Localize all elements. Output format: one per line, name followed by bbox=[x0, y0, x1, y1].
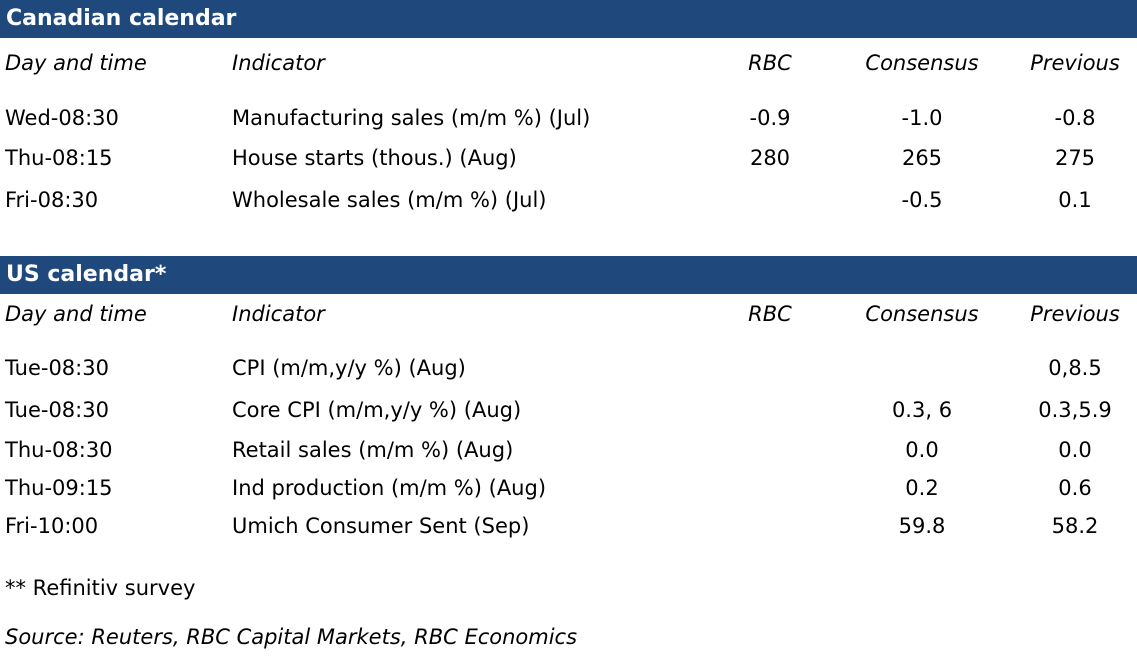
cell-indicator: CPI (m/m,y/y %) (Aug) bbox=[232, 356, 466, 380]
cell-indicator: Retail sales (m/m %) (Aug) bbox=[232, 438, 514, 462]
header-rbc: RBC bbox=[748, 51, 792, 75]
source-note: Source: Reuters, RBC Capital Markets, RB… bbox=[5, 625, 578, 649]
table-row: Fri-08:30 Wholesale sales (m/m %) (Jul) … bbox=[0, 185, 1137, 215]
cell-indicator: Wholesale sales (m/m %) (Jul) bbox=[232, 188, 547, 212]
header-day-time: Day and time bbox=[5, 302, 147, 326]
header-day-time: Day and time bbox=[5, 51, 147, 75]
cell-day-time: Thu-08:15 bbox=[5, 146, 113, 170]
canadian-header-row: Day and time Indicator RBC Consensus Pre… bbox=[0, 48, 1137, 78]
header-previous: Previous bbox=[1030, 302, 1120, 326]
cell-indicator: House starts (thous.) (Aug) bbox=[232, 146, 517, 170]
table-row: Tue-08:30 Core CPI (m/m,y/y %) (Aug) 0.3… bbox=[0, 395, 1137, 425]
cell-previous: 0.1 bbox=[1058, 188, 1092, 212]
table-row: Fri-10:00 Umich Consumer Sent (Sep) 59.8… bbox=[0, 511, 1137, 541]
header-previous: Previous bbox=[1030, 51, 1120, 75]
cell-previous: 0.0 bbox=[1058, 438, 1092, 462]
cell-consensus: 265 bbox=[901, 146, 943, 170]
cell-day-time: Thu-08:30 bbox=[5, 438, 113, 462]
cell-day-time: Fri-08:30 bbox=[5, 188, 99, 212]
footnote: ** Refinitiv survey bbox=[5, 576, 196, 600]
cell-rbc: -0.9 bbox=[749, 106, 791, 130]
cell-consensus: 0.2 bbox=[905, 476, 939, 500]
canadian-calendar-title: Canadian calendar bbox=[0, 0, 1137, 38]
cell-consensus: -1.0 bbox=[901, 106, 943, 130]
header-consensus: Consensus bbox=[865, 51, 979, 75]
cell-consensus: 59.8 bbox=[898, 514, 946, 538]
cell-indicator: Manufacturing sales (m/m %) (Jul) bbox=[232, 106, 591, 130]
cell-previous: 58.2 bbox=[1051, 514, 1099, 538]
cell-indicator: Core CPI (m/m,y/y %) (Aug) bbox=[232, 398, 522, 422]
cell-day-time: Fri-10:00 bbox=[5, 514, 99, 538]
table-row: Tue-08:30 CPI (m/m,y/y %) (Aug) 0,8.5 bbox=[0, 353, 1137, 383]
cell-day-time: Thu-09:15 bbox=[5, 476, 113, 500]
table-row: Wed-08:30 Manufacturing sales (m/m %) (J… bbox=[0, 103, 1137, 133]
cell-previous: 0.3,5.9 bbox=[1038, 398, 1112, 422]
cell-rbc: 280 bbox=[749, 146, 791, 170]
us-calendar-title: US calendar* bbox=[0, 256, 1137, 294]
cell-previous: 0,8.5 bbox=[1048, 356, 1102, 380]
cell-day-time: Tue-08:30 bbox=[5, 398, 109, 422]
table-row: Thu-09:15 Ind production (m/m %) (Aug) 0… bbox=[0, 473, 1137, 503]
table-row: Thu-08:30 Retail sales (m/m %) (Aug) 0.0… bbox=[0, 435, 1137, 465]
cell-previous: 275 bbox=[1054, 146, 1096, 170]
cell-indicator: Umich Consumer Sent (Sep) bbox=[232, 514, 530, 538]
us-header-row: Day and time Indicator RBC Consensus Pre… bbox=[0, 299, 1137, 329]
cell-previous: 0.6 bbox=[1058, 476, 1092, 500]
header-indicator: Indicator bbox=[232, 302, 325, 326]
cell-indicator: Ind production (m/m %) (Aug) bbox=[232, 476, 547, 500]
cell-consensus: 0.3, 6 bbox=[891, 398, 953, 422]
cell-consensus: 0.0 bbox=[905, 438, 939, 462]
cell-day-time: Wed-08:30 bbox=[5, 106, 119, 130]
header-consensus: Consensus bbox=[865, 302, 979, 326]
cell-day-time: Tue-08:30 bbox=[5, 356, 109, 380]
table-row: Thu-08:15 House starts (thous.) (Aug) 28… bbox=[0, 143, 1137, 173]
cell-previous: -0.8 bbox=[1054, 106, 1096, 130]
cell-consensus: -0.5 bbox=[901, 188, 943, 212]
header-indicator: Indicator bbox=[232, 51, 325, 75]
header-rbc: RBC bbox=[748, 302, 792, 326]
